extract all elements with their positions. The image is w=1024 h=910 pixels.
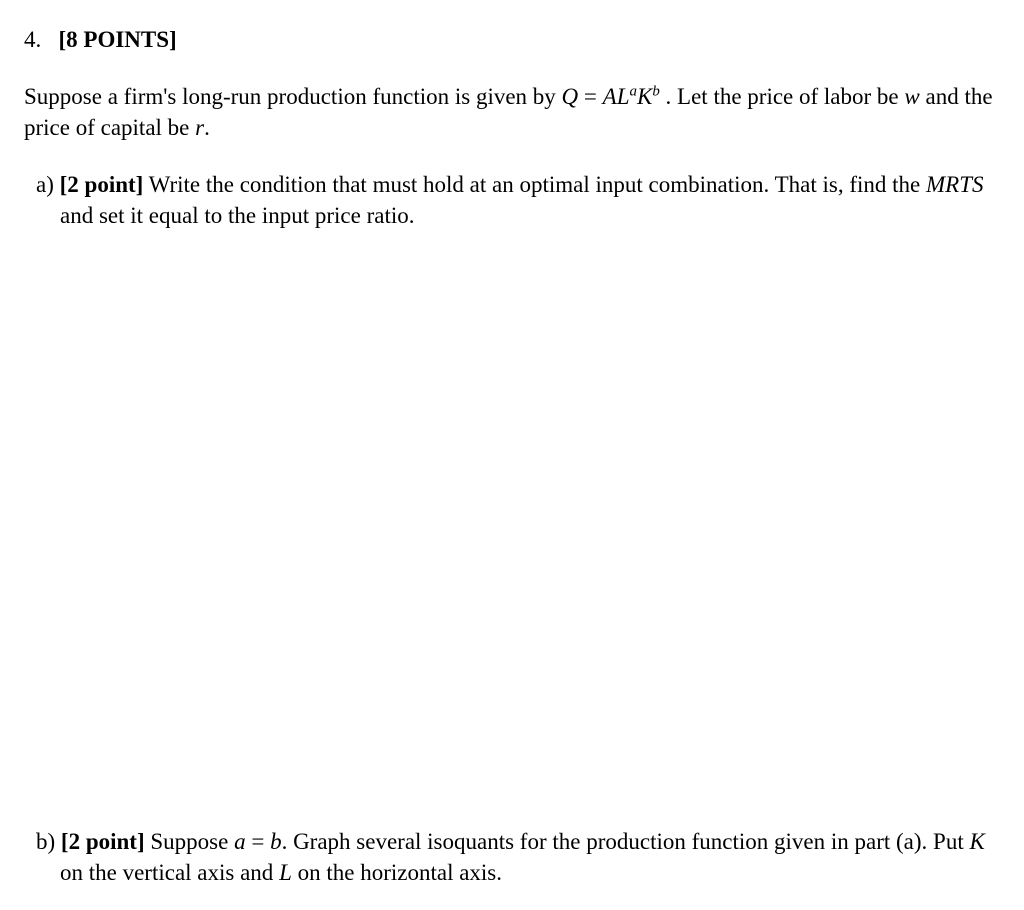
var-K-axis: K <box>969 829 984 854</box>
part-b: b) [2 point] Suppose a = b. Graph severa… <box>24 826 1000 888</box>
var-r: r <box>195 115 204 140</box>
var-L: L <box>617 84 630 109</box>
var-L-axis: L <box>279 860 292 885</box>
exp-a: a <box>630 83 637 99</box>
part-a-points: [2 point] <box>60 172 144 197</box>
var-A: A <box>603 84 617 109</box>
question-number: 4. <box>24 27 41 52</box>
part-a-text1: Write the condition that must hold at an… <box>143 172 926 197</box>
var-a: a <box>234 829 246 854</box>
part-a: a) [2 point] Write the condition that mu… <box>24 169 1000 231</box>
part-b-label: b) <box>36 829 55 854</box>
intro-post1: . Let the price of labor be <box>660 84 905 109</box>
points-label: [8 POINTS] <box>59 27 177 52</box>
page: 4. [8 POINTS] Suppose a firm's long-run … <box>0 0 1024 888</box>
part-b-text2: . Graph several isoquants for the produc… <box>282 829 970 854</box>
part-b-text4: on the horizontal axis. <box>292 860 502 885</box>
production-function-equation: Q = ALaKb <box>562 84 660 109</box>
var-Q: Q <box>562 84 579 109</box>
mrts: MRTS <box>926 172 984 197</box>
equals: = <box>578 84 602 109</box>
intro-post3: . <box>204 115 210 140</box>
part-a-label: a) <box>36 172 54 197</box>
var-w: w <box>904 84 919 109</box>
equals-b: = <box>246 829 270 854</box>
intro-pre: Suppose a firm's long-run production fun… <box>24 84 562 109</box>
part-a-text2: and set it equal to the input price rati… <box>60 203 414 228</box>
var-b: b <box>270 829 282 854</box>
part-b-text1: Suppose <box>145 829 234 854</box>
question-heading: 4. [8 POINTS] <box>24 24 1000 55</box>
var-K: K <box>637 84 652 109</box>
intro-text: Suppose a firm's long-run production fun… <box>24 81 1000 143</box>
part-b-text3: on the vertical axis and <box>60 860 279 885</box>
exp-b: b <box>652 83 659 99</box>
part-b-points: [2 point] <box>61 829 145 854</box>
